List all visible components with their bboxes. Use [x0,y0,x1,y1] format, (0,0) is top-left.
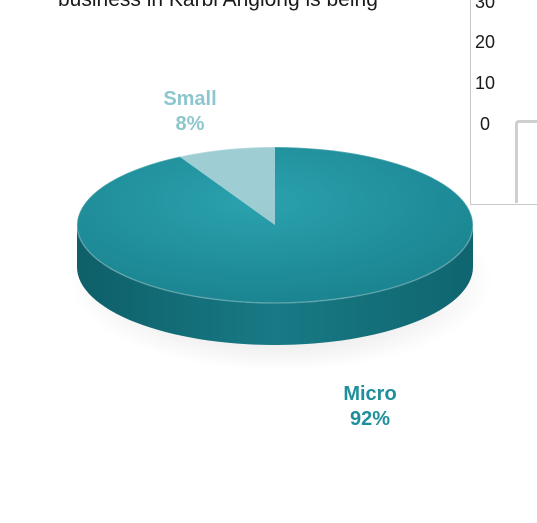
y-tick-label: 30 [474,0,496,12]
slice-label-micro: 92% [350,408,390,430]
slice-label-small: 8% [176,113,205,135]
y-tick-label: 20 [474,32,496,52]
pie-side-wall [77,225,473,345]
pie-rim [76,146,474,304]
slice-label-small: Small [163,88,216,110]
y-tick-label: 10 [474,73,496,93]
y-tick-label: 0 [479,114,490,134]
slice-label-micro: Micro [343,383,396,405]
background-chart-fragment: 30 20 10 0 I [470,0,537,205]
legend-fragment: I [515,120,537,203]
pie-slice-micro [77,147,474,303]
chart-title: business in Karbi Anglong is being [58,0,378,12]
pie-slice-small [179,147,275,225]
